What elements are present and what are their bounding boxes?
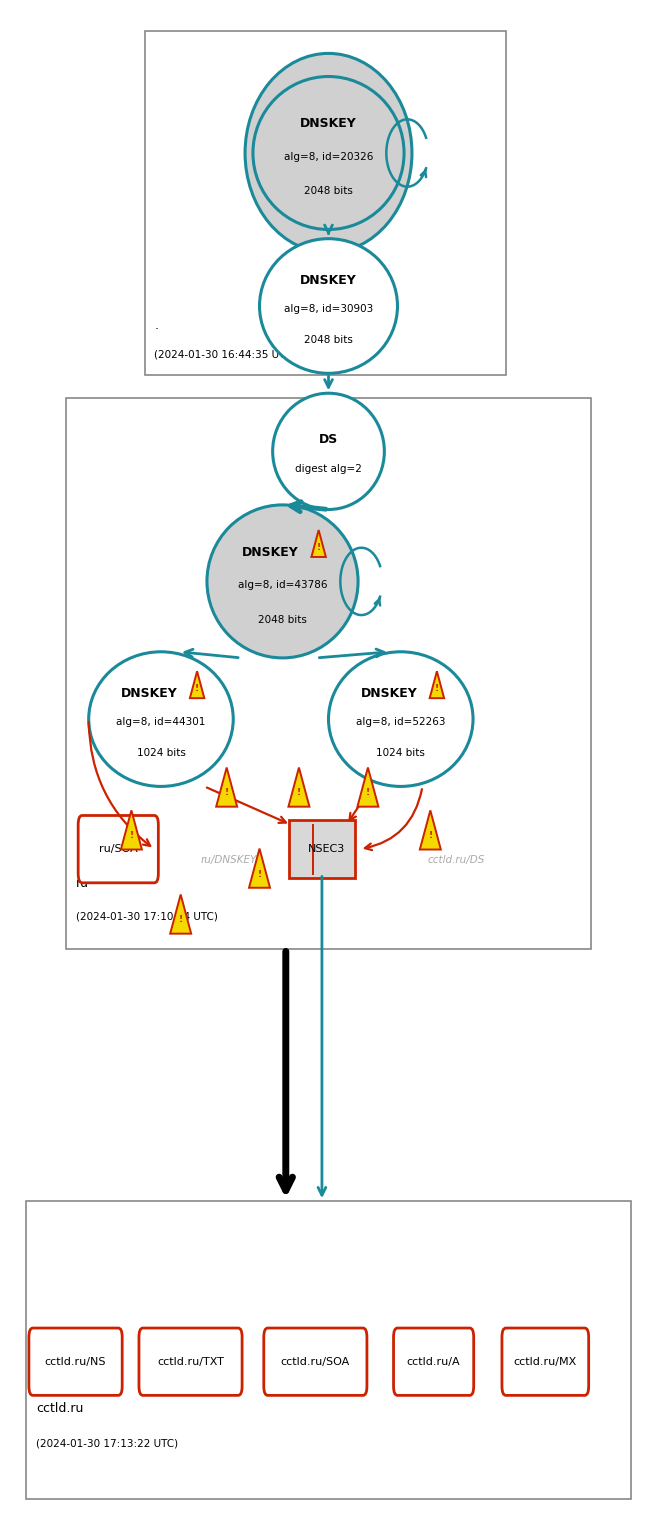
Text: (2024-01-30 17:13:22 UTC): (2024-01-30 17:13:22 UTC) <box>36 1438 178 1449</box>
Text: !: ! <box>179 915 183 924</box>
FancyBboxPatch shape <box>289 820 355 878</box>
Text: digest alg=2: digest alg=2 <box>295 464 362 474</box>
Text: cctld.ru/NS: cctld.ru/NS <box>45 1357 106 1366</box>
FancyBboxPatch shape <box>502 1328 589 1395</box>
Ellipse shape <box>273 393 384 509</box>
Ellipse shape <box>89 652 233 786</box>
Text: cctld.ru: cctld.ru <box>36 1403 83 1415</box>
Text: 2048 bits: 2048 bits <box>258 615 307 624</box>
Text: DNSKEY: DNSKEY <box>242 546 299 558</box>
Polygon shape <box>170 895 191 933</box>
Text: ru: ru <box>76 878 89 890</box>
Polygon shape <box>249 849 270 887</box>
Text: !: ! <box>258 869 261 878</box>
Polygon shape <box>190 672 204 698</box>
FancyBboxPatch shape <box>26 1201 631 1499</box>
Text: DNSKEY: DNSKEY <box>121 687 177 701</box>
Text: !: ! <box>435 684 439 693</box>
Text: DNSKEY: DNSKEY <box>300 118 357 130</box>
Text: cctld.ru/A: cctld.ru/A <box>407 1357 461 1366</box>
Text: (2024-01-30 17:10:04 UTC): (2024-01-30 17:10:04 UTC) <box>76 910 217 921</box>
Polygon shape <box>121 811 142 849</box>
Text: alg=8, id=44301: alg=8, id=44301 <box>116 718 206 727</box>
Text: cctld.ru/SOA: cctld.ru/SOA <box>281 1357 350 1366</box>
Text: !: ! <box>297 788 301 797</box>
Polygon shape <box>311 529 326 557</box>
FancyBboxPatch shape <box>145 31 506 375</box>
Polygon shape <box>420 811 441 849</box>
Text: 2048 bits: 2048 bits <box>304 335 353 344</box>
Polygon shape <box>288 768 309 806</box>
Text: cctld.ru/DS: cctld.ru/DS <box>428 855 486 864</box>
Ellipse shape <box>253 76 404 230</box>
FancyBboxPatch shape <box>394 1328 474 1395</box>
Text: cctld.ru/MX: cctld.ru/MX <box>514 1357 577 1366</box>
Text: alg=8, id=52263: alg=8, id=52263 <box>356 718 445 727</box>
FancyBboxPatch shape <box>66 398 591 949</box>
Text: ru/SOA: ru/SOA <box>99 845 137 854</box>
Ellipse shape <box>245 54 412 252</box>
FancyBboxPatch shape <box>139 1328 242 1395</box>
FancyBboxPatch shape <box>78 815 158 883</box>
Text: !: ! <box>195 684 199 693</box>
Text: alg=8, id=20326: alg=8, id=20326 <box>284 151 373 162</box>
Polygon shape <box>216 768 237 806</box>
Text: 1024 bits: 1024 bits <box>137 748 185 757</box>
Polygon shape <box>357 768 378 806</box>
Text: !: ! <box>129 831 133 840</box>
Ellipse shape <box>207 505 358 658</box>
Text: alg=8, id=43786: alg=8, id=43786 <box>238 580 327 591</box>
Text: !: ! <box>225 788 229 797</box>
Text: .: . <box>154 320 158 332</box>
Text: alg=8, id=30903: alg=8, id=30903 <box>284 304 373 314</box>
Text: (2024-01-30 16:44:35 UTC): (2024-01-30 16:44:35 UTC) <box>154 349 296 360</box>
Text: !: ! <box>317 543 321 552</box>
Text: NSEC3: NSEC3 <box>307 845 345 854</box>
Text: 2048 bits: 2048 bits <box>304 187 353 196</box>
Polygon shape <box>430 672 444 698</box>
Ellipse shape <box>328 652 473 786</box>
Text: 1024 bits: 1024 bits <box>376 748 425 757</box>
Ellipse shape <box>260 239 397 373</box>
Text: DNSKEY: DNSKEY <box>300 274 357 288</box>
FancyBboxPatch shape <box>263 1328 367 1395</box>
Text: DS: DS <box>319 433 338 447</box>
Text: !: ! <box>366 788 370 797</box>
Text: DNSKEY: DNSKEY <box>361 687 417 701</box>
Text: ru/DNSKEY: ru/DNSKEY <box>200 855 257 864</box>
Text: !: ! <box>428 831 432 840</box>
FancyBboxPatch shape <box>29 1328 122 1395</box>
Text: cctld.ru/TXT: cctld.ru/TXT <box>157 1357 224 1366</box>
